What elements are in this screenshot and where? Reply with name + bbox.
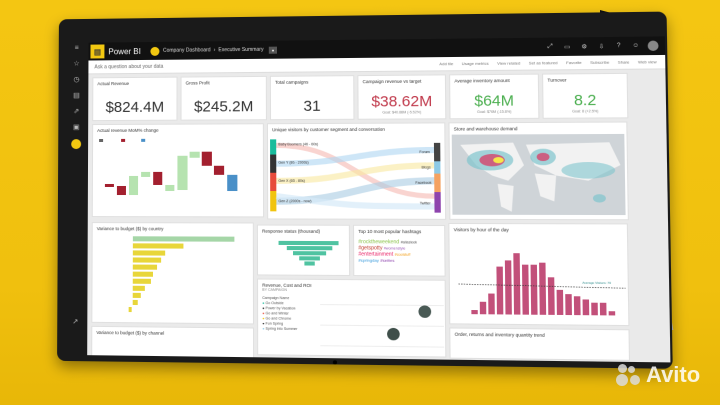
- set-featured-button[interactable]: Set as featured: [529, 60, 558, 65]
- waterfall-chart: [93, 135, 263, 214]
- svg-text:Blogs: Blogs: [422, 165, 431, 169]
- orders-trend-tile[interactable]: Order, returns and inventory quantity tr…: [449, 327, 630, 360]
- variance-country-tile[interactable]: Variance to budget ($) by country: [91, 222, 254, 324]
- waterfall-chart-tile[interactable]: Actual revenue MoM% change: [92, 123, 264, 217]
- scatter-chart: [320, 294, 444, 355]
- qna-input[interactable]: Ask a question about your data: [94, 63, 163, 70]
- svg-text:Average Visitors: 70: Average Visitors: 70: [582, 281, 611, 285]
- svg-text:Baby Boomers (46 - 60s): Baby Boomers (46 - 60s): [278, 142, 318, 146]
- app-name: Power BI: [108, 47, 140, 56]
- nav-rail: ≡ ☆ ◷ ▤ ⇗ ▣ ↗: [65, 45, 86, 326]
- kpi-campaign-revenue[interactable]: Campaign revenue vs target $38.62M Goal:…: [357, 74, 446, 119]
- svg-text:Forum: Forum: [419, 150, 430, 154]
- heat-map: [450, 134, 628, 217]
- avito-logo-icon: [616, 362, 644, 388]
- favorite-button[interactable]: Favorite: [566, 60, 582, 65]
- avatar[interactable]: [648, 41, 659, 51]
- funnel-chart: [258, 237, 349, 273]
- scatter-tile[interactable]: Revenue, Cost and ROI BY CAMPAIGN Campai…: [257, 278, 446, 357]
- visitors-tile[interactable]: Visitors by hour of the day Average Visi…: [448, 223, 629, 326]
- breadcrumb-page[interactable]: Executive Summary: [218, 47, 263, 53]
- powerbi-screen: ▦ Power BI Company Dashboard › Executive…: [87, 36, 670, 362]
- kpi-actual-revenue[interactable]: Actual Revenue $824.4M: [92, 77, 177, 121]
- usage-metrics-button[interactable]: Usage metrics: [462, 61, 489, 66]
- variance-channel-tile[interactable]: Variance to budget ($) by channel: [91, 326, 254, 358]
- word-cloud: #rocktheweekend #allasleek #getspotty #w…: [354, 237, 444, 266]
- workspaces-icon[interactable]: ▣: [73, 123, 80, 131]
- sankey-chart-tile[interactable]: Unique visitors by customer segment and …: [267, 122, 446, 220]
- share-button[interactable]: Share: [618, 59, 630, 64]
- apps-icon[interactable]: ▤: [73, 91, 80, 99]
- svg-text:Gen X (65 - 80s): Gen X (65 - 80s): [278, 179, 305, 183]
- left-nav: [87, 61, 88, 352]
- action-bar: Add tile Usage metrics View related Set …: [439, 59, 665, 66]
- svg-text:Gen Z (2000s - now): Gen Z (2000s - now): [278, 199, 311, 203]
- visitors-chart: Average Visitors: 70: [449, 235, 628, 322]
- settings-icon[interactable]: ⚙: [579, 41, 590, 51]
- svg-text:Gen Y (80 - 2000s): Gen Y (80 - 2000s): [278, 161, 308, 165]
- scatter-legend: Campaign Name ● Go Outside ● Power by Va…: [262, 296, 297, 332]
- watermark: Avito: [616, 362, 700, 388]
- favorites-icon[interactable]: ☆: [73, 60, 79, 68]
- tablet-device: ▦ Power BI Company Dashboard › Executive…: [57, 12, 673, 369]
- sankey-chart: Baby Boomers (46 - 60s) Gen Y (80 - 2000…: [268, 135, 445, 217]
- web-view-button[interactable]: Web view: [638, 59, 657, 64]
- camera: [333, 360, 337, 364]
- help-icon[interactable]: ?: [613, 41, 624, 51]
- svg-text:Facebook: Facebook: [415, 181, 431, 185]
- view-related-button[interactable]: View related: [497, 60, 520, 65]
- kpi-gross-profit[interactable]: Gross Profit $245.2M: [181, 76, 267, 121]
- map-tile[interactable]: Store and warehouse demand: [448, 121, 628, 220]
- kpi-total-campaigns[interactable]: Total campaigns 31: [270, 75, 355, 120]
- hashtags-tile[interactable]: Top 10 most popular hashtags #rockthewee…: [353, 225, 446, 277]
- kpi-average-inventory[interactable]: Average inventory amount $64M Goal: $76M…: [449, 74, 539, 120]
- variance-country-chart: [92, 234, 253, 321]
- active-workspace-icon[interactable]: [71, 139, 81, 149]
- recent-icon[interactable]: ◷: [73, 75, 79, 83]
- subscribe-button[interactable]: Subscribe: [590, 60, 609, 65]
- download-icon[interactable]: ⇩: [596, 41, 607, 51]
- app-launcher-icon[interactable]: ▦: [90, 44, 104, 58]
- add-tile-button[interactable]: Add tile: [439, 61, 453, 66]
- expand-nav-icon[interactable]: ↗: [72, 318, 78, 326]
- shared-icon[interactable]: ⇗: [73, 107, 79, 115]
- response-status-tile[interactable]: Response status (thousand): [257, 225, 350, 277]
- svg-text:Twitter: Twitter: [420, 201, 432, 205]
- header-icons: ⤢ ▭ ⚙ ⇩ ? ☺: [545, 40, 665, 52]
- expand-icon[interactable]: ⤢: [545, 42, 556, 52]
- workspace-icon: [151, 46, 160, 55]
- menu-icon[interactable]: ≡: [75, 45, 79, 52]
- status-badge: ●: [269, 46, 278, 53]
- kpi-turnover[interactable]: Turnover 8.2 Goal: 8 (+2.5%): [542, 73, 628, 119]
- breadcrumb-dashboard[interactable]: Company Dashboard: [163, 47, 211, 53]
- notifications-icon[interactable]: ▭: [562, 41, 573, 51]
- feedback-icon[interactable]: ☺: [630, 41, 641, 51]
